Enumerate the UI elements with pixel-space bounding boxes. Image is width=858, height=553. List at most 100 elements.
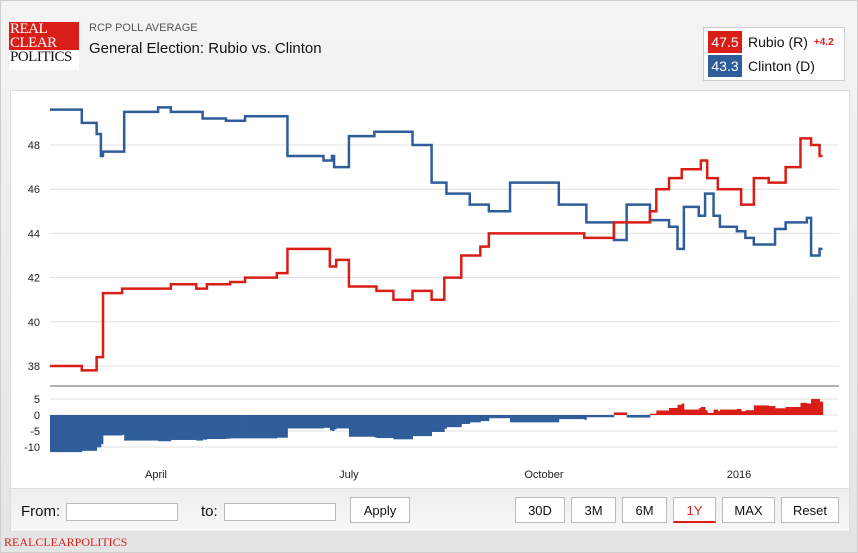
spread-bar <box>461 415 471 424</box>
spread-bar <box>768 406 776 415</box>
controls-bar: From: to: Apply 30D 3M 6M 1Y MAX Reset <box>10 488 850 532</box>
spread-bar <box>334 415 337 430</box>
range-button-1y[interactable]: 1Y <box>673 497 716 523</box>
rcp-logo: REAL CLEAR POLITICS <box>9 22 79 70</box>
spread-y-tick-label: -5 <box>30 426 40 438</box>
spread-bar <box>626 415 651 418</box>
spread-y-tick-label: -10 <box>24 442 40 454</box>
x-tick-label: October <box>524 469 563 481</box>
spread-bar <box>741 411 746 415</box>
spread-bar <box>329 415 333 431</box>
spread-bar <box>196 415 204 441</box>
spread-bar <box>206 415 227 439</box>
spread-bar <box>124 415 159 441</box>
logo-line-clear: CLEAR <box>9 36 79 51</box>
to-label: to: <box>201 503 218 520</box>
spread-bar <box>376 415 394 439</box>
spread-bar <box>444 415 447 429</box>
legend-name: Rubio (R) <box>748 34 808 50</box>
spread-bar <box>613 412 628 415</box>
page-title: General Election: Rubio vs. Clinton <box>89 40 322 57</box>
legend-name: Clinton (D) <box>748 58 815 74</box>
spread-bar <box>81 415 98 451</box>
legend-item-rubio: 47.5 Rubio (R) +4.2 <box>708 31 834 53</box>
spread-bar <box>819 401 824 415</box>
from-input[interactable] <box>66 503 178 521</box>
spread-bar <box>230 415 246 439</box>
spread-bar <box>323 415 331 428</box>
legend-item-clinton: 43.3 Clinton (D) <box>708 55 815 77</box>
spread-bar <box>50 415 83 453</box>
spread-bar <box>100 415 104 445</box>
spread-bar <box>431 415 445 432</box>
spread-bar <box>800 402 808 415</box>
range-button-max[interactable]: MAX <box>722 497 775 523</box>
spread-bar <box>480 415 490 422</box>
spread-bar <box>202 415 208 440</box>
spread-bar <box>586 415 615 418</box>
chart-area: 38 40 42 44 46 48 5 0 -5 -10 April July October 2016 <box>10 90 850 490</box>
range-button-reset[interactable]: Reset <box>781 497 839 523</box>
spread-bar <box>745 410 755 415</box>
spread-bar <box>775 408 787 415</box>
y-tick-label: 46 <box>28 184 40 196</box>
spread-bar <box>276 415 288 438</box>
spread-bar <box>96 415 102 448</box>
range-button-30d[interactable]: 30D <box>515 497 565 523</box>
from-label: From: <box>21 503 61 520</box>
series-line-rubio <box>50 137 823 372</box>
spread-bar <box>707 412 714 415</box>
spread-bar <box>446 415 462 428</box>
spread-bar <box>713 409 719 415</box>
spread-bar <box>122 415 125 435</box>
y-tick-label: 42 <box>28 273 40 285</box>
spread-bar <box>225 415 231 439</box>
logo-line-real: REAL <box>9 22 79 37</box>
y-tick-label: 38 <box>28 361 40 373</box>
spread-bar <box>705 410 708 415</box>
y-tick-label: 48 <box>28 140 40 152</box>
logo-line-politics: POLITICS <box>10 49 72 65</box>
spread-bar <box>393 415 413 440</box>
spread-bar <box>669 407 678 415</box>
legend-value: 43.3 <box>708 55 742 77</box>
spread-y-tick-label: 5 <box>34 394 40 406</box>
spread-bar <box>811 399 820 415</box>
spread-bar <box>170 415 197 440</box>
range-button-3m[interactable]: 3M <box>571 497 616 523</box>
apply-button[interactable]: Apply <box>350 497 410 523</box>
spread-bar <box>785 407 801 415</box>
spread-bar <box>103 415 123 436</box>
spread-bar <box>753 405 770 415</box>
spread-bar <box>806 403 812 415</box>
spread-y-tick-label: 0 <box>34 410 40 422</box>
spread-bar <box>683 409 700 415</box>
x-tick-label: 2016 <box>727 469 751 481</box>
spread-bar <box>158 415 172 442</box>
spread-bar <box>677 404 683 415</box>
spread-bar <box>348 415 375 437</box>
legend: 47.5 Rubio (R) +4.2 43.3 Clinton (D) <box>703 27 845 81</box>
legend-spread: +4.2 <box>813 36 834 48</box>
range-button-6m[interactable]: 6M <box>622 497 667 523</box>
to-input[interactable] <box>224 503 336 521</box>
spread-bar <box>681 403 685 415</box>
footer-logo: REALCLEARPOLITICS <box>4 535 128 549</box>
x-tick-label: April <box>145 469 167 481</box>
spread-bar <box>331 415 335 431</box>
legend-value: 47.5 <box>708 31 742 53</box>
spread-bar <box>374 415 377 438</box>
spread-bar <box>584 415 587 420</box>
spread-bar <box>656 410 670 415</box>
spread-bar <box>698 408 702 415</box>
spread-bar <box>412 415 432 437</box>
spread-bar <box>488 415 511 419</box>
x-tick-label: July <box>339 469 359 481</box>
spread-bar <box>558 415 585 420</box>
spread-bar <box>736 408 742 415</box>
spread-bar <box>245 415 278 439</box>
spread-bar <box>700 407 706 415</box>
spread-bar <box>649 413 657 415</box>
subtitle: RCP POLL AVERAGE <box>89 22 198 34</box>
